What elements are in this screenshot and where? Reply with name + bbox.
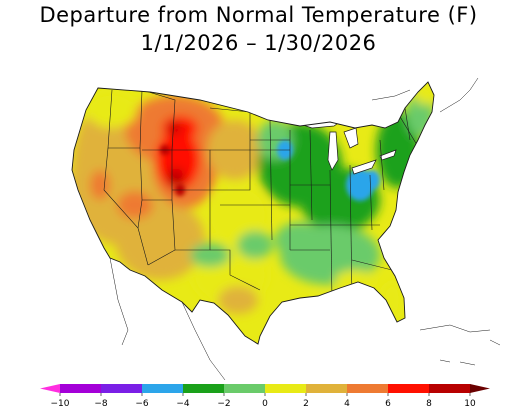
legend-tick-label: −2 (217, 399, 230, 409)
legend-tick-label: −6 (135, 399, 149, 409)
legend-tick-label: 10 (464, 399, 476, 409)
legend-swatch (60, 384, 102, 393)
legend-swatch (388, 384, 430, 393)
legend-tick-label: −4 (176, 399, 190, 409)
legend-arrow-low (40, 384, 60, 393)
legend-tick-label: 2 (303, 399, 309, 409)
legend-swatch (101, 384, 143, 393)
legend-swatch (265, 384, 307, 393)
us-outline (71, 81, 435, 345)
legend-swatch (429, 384, 471, 393)
legend-arrow-high (470, 384, 490, 393)
legend-tick-label: −10 (51, 399, 70, 409)
legend-swatch (347, 384, 389, 393)
legend-swatch (183, 384, 225, 393)
map-date-range: 1/1/2026 – 1/30/2026 (140, 31, 377, 55)
legend-tick-label: −8 (94, 399, 108, 409)
legend-swatch (306, 384, 348, 393)
legend-tick-label: 8 (426, 399, 432, 409)
legend-swatch (224, 384, 266, 393)
legend-tick-label: 6 (385, 399, 391, 409)
legend-tick-label: 4 (344, 399, 350, 409)
neighbor-coastlines (109, 77, 501, 381)
legend-ticks: −10 −8 −6 −4 −2 0 2 4 6 8 10 (51, 393, 476, 409)
legend-swatch (142, 384, 184, 393)
state-borders (103, 89, 421, 301)
legend-tick-label: 0 (262, 399, 268, 409)
legend-bar (40, 384, 490, 393)
map-title: Departure from Normal Temperature (F) (39, 3, 478, 27)
